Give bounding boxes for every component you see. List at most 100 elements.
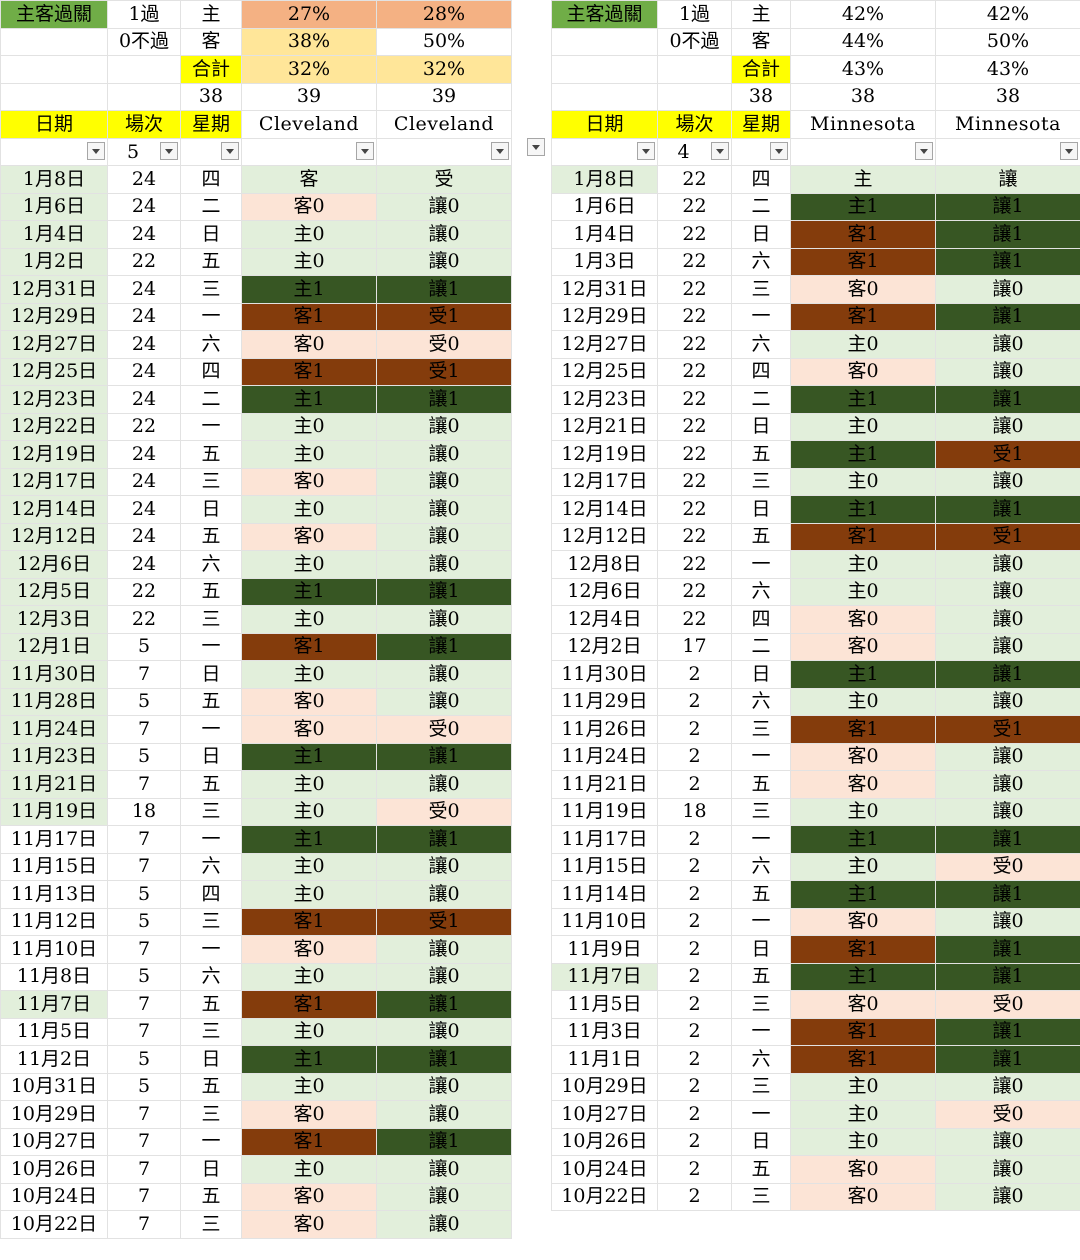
table-row[interactable]: 12月27日 22 六主0 讓0 bbox=[551, 330, 1080, 359]
table-row[interactable]: 12月1日 5 一客1 讓1 bbox=[0, 632, 512, 661]
table-row[interactable]: 10月22日 2 三客0 讓0 bbox=[551, 1182, 1080, 1211]
filter-dropdown-team-2[interactable] bbox=[1060, 141, 1078, 160]
table-row[interactable]: 12月2日 17 二客0 讓0 bbox=[551, 632, 1080, 661]
result-cell: 客0 bbox=[241, 935, 377, 964]
table-row[interactable]: 12月23日 24 二主1 讓1 bbox=[0, 385, 512, 414]
table-row[interactable]: 11月10日 2 一客0 讓0 bbox=[551, 907, 1080, 936]
table-row[interactable]: 12月23日 22 二主1 讓1 bbox=[551, 385, 1080, 414]
table-row[interactable]: 1月8日 22 四主讓 bbox=[551, 165, 1080, 194]
table-row[interactable]: 1月4日 22 日客1 讓1 bbox=[551, 220, 1080, 249]
filter-dropdown-weekday[interactable] bbox=[221, 141, 239, 160]
table-row[interactable]: 11月21日 2 五客0 讓0 bbox=[551, 770, 1080, 799]
table-row[interactable]: 10月27日 7 一客1 讓1 bbox=[0, 1127, 512, 1156]
table-row[interactable]: 11月17日 2 一主1 讓1 bbox=[551, 825, 1080, 854]
table-row[interactable]: 12月12日 22 五客1 受1 bbox=[551, 522, 1080, 551]
filter-dropdown-team-1[interactable] bbox=[356, 141, 374, 160]
table-row[interactable]: 11月23日 5 日主1 讓1 bbox=[0, 742, 512, 771]
table-row[interactable]: 11月15日 7 六主0 讓0 bbox=[0, 852, 512, 881]
table-row[interactable]: 11月29日 2 六主0 讓0 bbox=[551, 687, 1080, 716]
table-row[interactable]: 12月17日 24 三客0 讓0 bbox=[0, 467, 512, 496]
table-row[interactable]: 10月29日 2 三主0 讓0 bbox=[551, 1072, 1080, 1101]
table-row[interactable]: 12月8日 22 一主0 讓0 bbox=[551, 550, 1080, 579]
table-row[interactable]: 11月21日 7 五主0 讓0 bbox=[0, 770, 512, 799]
table-row[interactable]: 12月19日 22 五主1 受1 bbox=[551, 440, 1080, 469]
filter-dropdown-game[interactable] bbox=[160, 141, 178, 160]
filter-dropdown-spacer[interactable] bbox=[527, 138, 545, 156]
table-row[interactable]: 12月17日 22 三主0 讓0 bbox=[551, 467, 1080, 496]
table-row[interactable]: 11月7日 7 五客1 讓1 bbox=[0, 990, 512, 1019]
handicap-cell: 讓0 bbox=[935, 1127, 1080, 1156]
table-row[interactable]: 11月3日 2 一客1 讓1 bbox=[551, 1017, 1080, 1046]
handicap-cell: 受0 bbox=[935, 1100, 1080, 1129]
date-cell: 11月3日 bbox=[551, 1017, 658, 1046]
filter-dropdown-team-1[interactable] bbox=[915, 141, 933, 160]
table-row[interactable]: 11月7日 2 五主1 讓1 bbox=[551, 962, 1080, 991]
table-row[interactable]: 12月6日 22 六主0 讓0 bbox=[551, 577, 1080, 606]
table-row[interactable]: 12月12日 24 五客0 讓0 bbox=[0, 522, 512, 551]
game-cell: 24 bbox=[107, 165, 181, 194]
table-row[interactable]: 11月17日 7 一主1 讓1 bbox=[0, 825, 512, 854]
table-row[interactable]: 1月6日 24 二客0 讓0 bbox=[0, 192, 512, 221]
table-row[interactable]: 12月3日 22 三主0 讓0 bbox=[0, 605, 512, 634]
table-row[interactable]: 12月5日 22 五主1 讓1 bbox=[0, 577, 512, 606]
table-row[interactable]: 12月21日 22 日主0 讓0 bbox=[551, 412, 1080, 441]
table-row[interactable]: 11月5日 2 三客0 受0 bbox=[551, 990, 1080, 1019]
filter-dropdown-date[interactable] bbox=[87, 141, 105, 160]
table-row[interactable]: 11月15日 2 六主0 受0 bbox=[551, 852, 1080, 881]
filter-dropdown-weekday[interactable] bbox=[770, 141, 788, 160]
table-row[interactable]: 11月19日 18 三主0 讓0 bbox=[551, 797, 1080, 826]
table-row[interactable]: 12月31日 22 三客0 讓0 bbox=[551, 275, 1080, 304]
table-row[interactable]: 12月31日 24 三主1 讓1 bbox=[0, 275, 512, 304]
filter-dropdown-team-2[interactable] bbox=[491, 141, 509, 160]
table-row[interactable]: 11月2日 5 日主1 讓1 bbox=[0, 1045, 512, 1074]
table-row[interactable]: 10月27日 2 一主0 受0 bbox=[551, 1100, 1080, 1129]
game-header: 場次 bbox=[107, 110, 181, 139]
table-row[interactable]: 10月24日 7 五客0 讓0 bbox=[0, 1182, 512, 1211]
table-row[interactable]: 1月8日 24 四客受 bbox=[0, 165, 512, 194]
handicap-cell: 讓 bbox=[935, 165, 1080, 194]
table-row[interactable]: 12月29日 24 一客1 受1 bbox=[0, 302, 512, 331]
table-row[interactable]: 10月26日 7 日主0 讓0 bbox=[0, 1155, 512, 1184]
table-row[interactable]: 11月5日 7 三主0 讓0 bbox=[0, 1017, 512, 1046]
table-row[interactable]: 10月29日 7 三客0 讓0 bbox=[0, 1100, 512, 1129]
table-row[interactable]: 12月14日 24 日主0 讓0 bbox=[0, 495, 512, 524]
table-row[interactable]: 10月31日 5 五主0 讓0 bbox=[0, 1072, 512, 1101]
table-row[interactable]: 10月26日 2 日主0 讓0 bbox=[551, 1127, 1080, 1156]
table-row[interactable]: 11月13日 5 四主0 讓0 bbox=[0, 880, 512, 909]
filter-dropdown-game[interactable] bbox=[711, 141, 729, 160]
table-row[interactable]: 12月25日 24 四客1 受1 bbox=[0, 357, 512, 386]
home-tag: 主 bbox=[180, 0, 242, 29]
result-cell: 主0 bbox=[241, 550, 377, 579]
table-row[interactable]: 11月30日 2 日主1 讓1 bbox=[551, 660, 1080, 689]
table-row[interactable]: 12月4日 22 四客0 讓0 bbox=[551, 605, 1080, 634]
table-row[interactable]: 11月30日 7 日主0 讓0 bbox=[0, 660, 512, 689]
table-row[interactable]: 12月29日 22 一客1 讓1 bbox=[551, 302, 1080, 331]
date-cell: 11月10日 bbox=[551, 907, 658, 936]
table-row[interactable]: 11月26日 2 三客1 受1 bbox=[551, 715, 1080, 744]
table-row[interactable]: 11月9日 2 日客1 讓1 bbox=[551, 935, 1080, 964]
table-row[interactable]: 11月8日 5 六主0 讓0 bbox=[0, 962, 512, 991]
table-row[interactable]: 11月19日 18 三主0 受0 bbox=[0, 797, 512, 826]
table-row[interactable]: 11月10日 7 一客0 讓0 bbox=[0, 935, 512, 964]
table-row[interactable]: 11月28日 5 五客0 讓0 bbox=[0, 687, 512, 716]
table-row[interactable]: 12月22日 22 一主0 讓0 bbox=[0, 412, 512, 441]
table-row[interactable]: 12月14日 22 日主1 讓1 bbox=[551, 495, 1080, 524]
filter-dropdown-date[interactable] bbox=[637, 141, 655, 160]
table-row[interactable]: 11月14日 2 五主1 讓1 bbox=[551, 880, 1080, 909]
date-cell: 12月6日 bbox=[551, 577, 658, 606]
table-row[interactable]: 12月19日 24 五主0 讓0 bbox=[0, 440, 512, 469]
table-row[interactable]: 12月6日 24 六主0 讓0 bbox=[0, 550, 512, 579]
table-row[interactable]: 10月22日 7 三客0 讓0 bbox=[0, 1210, 512, 1239]
table-row[interactable]: 1月4日 24 日主0 讓0 bbox=[0, 220, 512, 249]
table-row[interactable]: 1月3日 22 六客1 讓1 bbox=[551, 247, 1080, 276]
table-row[interactable]: 11月24日 7 一客0 受0 bbox=[0, 715, 512, 744]
table-row[interactable]: 11月12日 5 三客1 受1 bbox=[0, 907, 512, 936]
table-row[interactable]: 12月27日 24 六客0 受0 bbox=[0, 330, 512, 359]
result-cell: 主1 bbox=[790, 880, 936, 909]
table-row[interactable]: 11月1日 2 六客1 讓1 bbox=[551, 1045, 1080, 1074]
table-row[interactable]: 12月25日 22 四客0 讓0 bbox=[551, 357, 1080, 386]
table-row[interactable]: 11月24日 2 一客0 讓0 bbox=[551, 742, 1080, 771]
table-row[interactable]: 10月24日 2 五客0 讓0 bbox=[551, 1155, 1080, 1184]
table-row[interactable]: 1月2日 22 五主0 讓0 bbox=[0, 247, 512, 276]
table-row[interactable]: 1月6日 22 二主1 讓1 bbox=[551, 192, 1080, 221]
